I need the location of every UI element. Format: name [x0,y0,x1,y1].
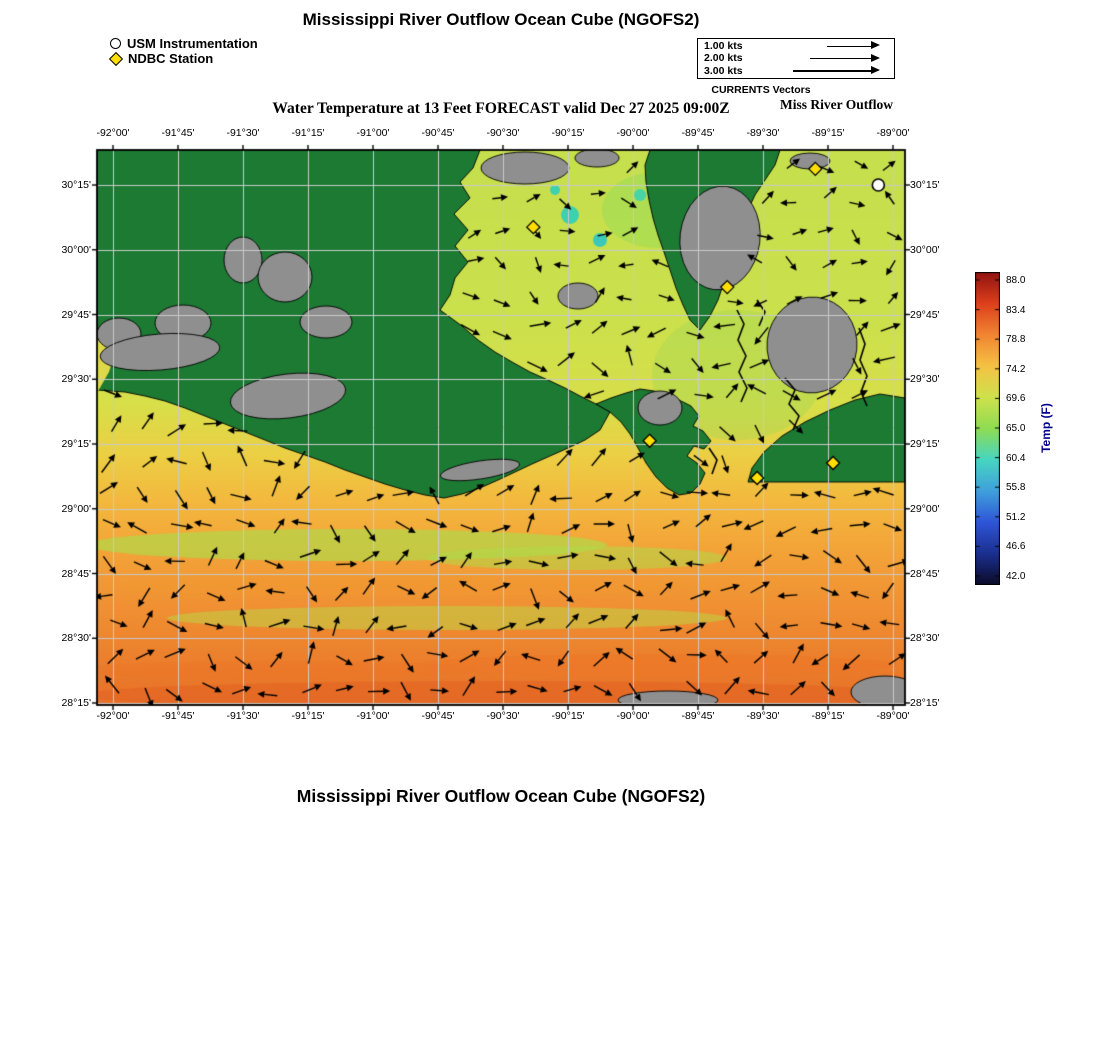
lon-tick-label-bottom: -91°30' [226,710,260,722]
ndbc-diamond-icon [108,51,124,66]
lon-tick-label-top: -89°00' [876,127,910,139]
vector-key-row: 3.00 kts [704,65,888,77]
vector-key-label: 2.00 kts [704,52,743,65]
lon-tick-label-top: -91°15' [291,127,325,139]
ndbc-legend-label: NDBC Station [128,51,214,66]
bottom-title: Mississippi River Outflow Ocean Cube (NG… [296,786,706,806]
lon-tick-label-top: -91°30' [226,127,260,139]
lat-tick-label-left: 29°45' [61,308,91,321]
lat-tick-label-left: 29°30' [61,373,91,386]
colorbar-tick-label: 46.6 [1006,541,1026,553]
lon-tick-label-bottom: -90°15' [551,710,585,722]
usm-legend-label: USM Instrumentation [127,36,258,51]
lat-tick-label-left: 30°15' [61,179,91,191]
colorbar-tick-label: 69.6 [1006,393,1026,405]
vector-key-label: 3.00 kts [704,64,743,77]
colorbar-tick-label: 55.8 [1006,482,1026,494]
lat-tick-label-left: 30°00' [61,243,91,256]
vector-key-row: 1.00 kts [704,40,888,52]
lon-tick-label-top: -89°15' [811,127,845,139]
lon-tick-label-top: -92°00' [96,127,130,139]
vector-key-arrow-line [793,70,872,72]
lon-tick-label-bottom: -89°15' [811,710,845,722]
lat-tick-label-right: 30°15' [910,179,940,191]
lon-tick-label-top: -89°45' [681,127,715,139]
currents-vector-key-caption: CURRENTS Vectors [711,84,811,96]
colorbar-tick-label: 83.4 [1006,304,1026,316]
vector-key-label: 1.00 kts [704,40,743,52]
forecast-subtitle: Water Temperature at 13 Feet FORECAST va… [272,100,730,117]
colorbar-tick-label: 42.0 [1006,571,1026,582]
usm-circle-icon [110,38,121,49]
lat-tick-label-right: 30°00' [910,243,940,256]
map-canvas [90,143,912,712]
lon-tick-label-bottom: -91°45' [161,710,195,722]
lat-tick-label-right: 29°00' [910,502,940,515]
colorbar-tick-label: 51.2 [1006,511,1026,523]
vector-key-arrow-line [810,57,872,60]
lat-tick-label-left: 29°00' [61,502,91,515]
colorbar-tick-label: 88.0 [1006,275,1026,286]
lat-tick-label-left: 28°15' [61,697,91,709]
lat-tick-label-left: 28°30' [61,632,91,645]
lat-tick-label-right: 28°45' [910,567,940,580]
legend-row-usm: USM Instrumentation [110,36,258,51]
lon-tick-label-bottom: -91°00' [356,710,390,722]
lat-tick-label-right: 28°30' [910,632,940,645]
lon-tick-label-bottom: -89°45' [681,710,715,722]
lon-tick-label-bottom: -89°30' [746,710,780,722]
lon-tick-label-top: -90°15' [551,127,585,139]
vector-key-arrow-head-icon [871,53,880,62]
page-title: Mississippi River Outflow Ocean Cube (NG… [302,10,700,29]
vector-key-row: 2.00 kts [704,52,888,64]
lon-tick-label-top: -90°45' [421,127,455,139]
lat-tick-label-right: 28°15' [910,697,940,709]
lat-tick-label-right: 29°45' [910,308,940,321]
colorbar-tick-label: 74.2 [1006,363,1026,375]
vector-key-arrow-head-icon [871,65,880,74]
colorbar-tick-label: 65.0 [1006,423,1026,434]
lon-tick-label-top: -91°45' [161,127,195,139]
lat-tick-label-right: 29°15' [910,438,940,450]
currents-vector-key: 1.00 kts 2.00 kts 3.00 kts [697,38,895,79]
colorbar-tick-label: 78.8 [1006,334,1026,346]
colorbar-title: Temp (F) [1039,403,1053,453]
lon-tick-label-top: -90°00' [616,127,650,139]
lon-tick-label-bottom: -90°00' [616,710,650,722]
lon-tick-label-top: -89°30' [746,127,780,139]
lat-tick-label-right: 29°30' [910,373,940,386]
marker-legend: USM Instrumentation NDBC Station [108,36,258,66]
colorbar [975,272,1000,585]
lon-tick-label-bottom: -92°00' [96,710,130,722]
lon-tick-label-top: -91°00' [356,127,390,139]
lon-tick-label-bottom: -91°15' [291,710,325,722]
colorbar-tick-label: 60.4 [1006,452,1026,464]
vector-key-arrow-line [827,45,872,47]
vector-key-arrow-head-icon [871,41,880,50]
lon-tick-label-bottom: -89°00' [876,710,910,722]
lon-tick-label-bottom: -90°30' [486,710,520,722]
lat-tick-label-left: 29°15' [61,438,91,450]
lon-tick-label-top: -90°30' [486,127,520,139]
lat-tick-label-left: 28°45' [61,567,91,580]
legend-row-ndbc: NDBC Station [108,51,258,66]
lon-tick-label-bottom: -90°45' [421,710,455,722]
region-label: Miss River Outflow [780,97,893,112]
